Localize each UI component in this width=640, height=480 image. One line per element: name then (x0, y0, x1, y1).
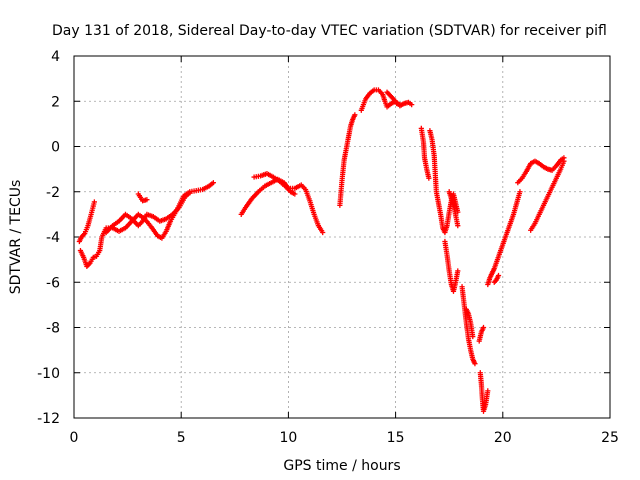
data-point (470, 333, 476, 340)
data-point (144, 197, 150, 203)
data-point (485, 388, 491, 394)
data-point (397, 102, 403, 108)
y-tick-label: 4 (51, 49, 60, 65)
x-tick-label: 0 (70, 430, 79, 446)
data-point (210, 180, 216, 186)
axis-ticks: 0 5 10 15 20 25 -12 -10 -8 -6 -4 -2 0 2 4 (37, 49, 619, 446)
x-tick-label: 10 (279, 430, 297, 446)
data-point (292, 191, 298, 197)
data-point (495, 272, 502, 279)
y-tick-label: -10 (37, 366, 60, 382)
y-tick-label: -12 (37, 411, 60, 427)
x-axis-label: GPS time / hours (283, 458, 400, 474)
grid (74, 56, 610, 418)
y-tick-label: 2 (51, 94, 60, 110)
data-point (352, 112, 358, 118)
y-tick-label: -8 (46, 321, 60, 337)
data-point (455, 223, 461, 229)
data-point (426, 175, 432, 181)
data-point (561, 158, 567, 164)
x-tick-label: 25 (601, 430, 619, 446)
y-tick-label: -2 (46, 185, 60, 201)
data-point (472, 361, 478, 367)
y-tick-label: -4 (46, 230, 60, 246)
data-point (517, 189, 523, 195)
chart-title: Day 131 of 2018, Sidereal Day-to-day VTE… (52, 23, 607, 39)
data-point (480, 324, 487, 331)
data-point (320, 229, 326, 236)
x-tick-label: 20 (494, 430, 512, 446)
x-tick-label: 5 (177, 430, 186, 446)
y-tick-label: -6 (46, 275, 60, 291)
data-points (76, 87, 567, 414)
data-point (455, 268, 461, 274)
y-tick-label: 0 (51, 140, 60, 156)
x-tick-label: 15 (387, 430, 405, 446)
y-axis-label: SDTVAR / TECUs (8, 180, 24, 295)
data-point (91, 199, 97, 205)
data-point (187, 190, 193, 196)
data-point (409, 102, 415, 108)
